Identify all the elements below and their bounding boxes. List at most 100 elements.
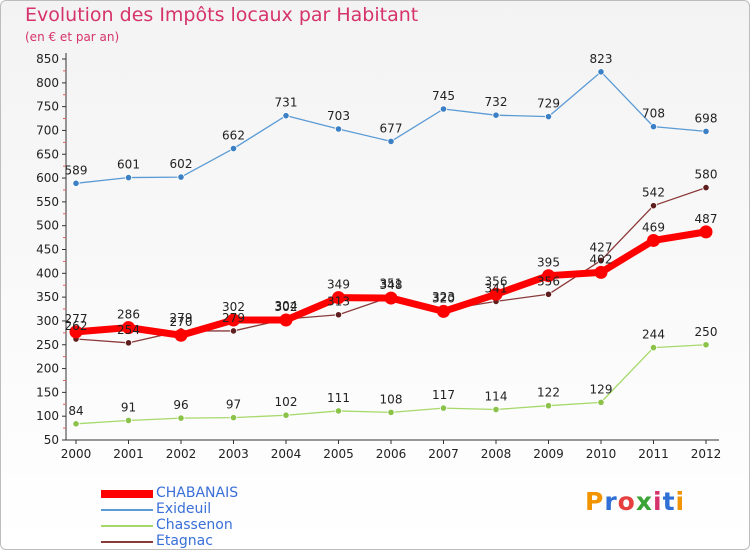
data-label: 745 xyxy=(432,89,455,103)
data-point xyxy=(229,327,238,335)
legend-swatch xyxy=(101,525,153,527)
data-label: 487 xyxy=(695,212,718,226)
data-point xyxy=(229,144,238,153)
y-tick-label: 350 xyxy=(36,290,59,304)
x-tick-label: 2005 xyxy=(323,447,354,461)
data-label: 323 xyxy=(432,290,455,304)
data-point xyxy=(597,256,605,265)
y-tick-label: 600 xyxy=(36,171,59,185)
data-point xyxy=(489,287,503,301)
legend-swatch xyxy=(101,490,153,498)
data-point xyxy=(647,233,660,247)
data-point xyxy=(544,290,553,298)
data-label: 277 xyxy=(65,312,88,326)
data-point xyxy=(594,265,608,279)
y-tick-label: 850 xyxy=(36,52,59,66)
legend-label: Chassenon xyxy=(156,517,233,533)
data-point xyxy=(492,111,500,119)
data-label: 356 xyxy=(537,274,560,288)
y-tick-label: 800 xyxy=(36,76,59,90)
data-label: 708 xyxy=(642,107,665,121)
data-label: 313 xyxy=(327,295,350,309)
data-label: 96 xyxy=(173,398,188,412)
y-tick-label: 300 xyxy=(36,314,59,328)
data-point xyxy=(387,408,395,416)
y-tick-label: 500 xyxy=(36,219,59,233)
legend-label: Etagnac xyxy=(156,533,213,549)
data-label: 356 xyxy=(485,274,508,288)
y-tick-label: 700 xyxy=(36,123,59,137)
data-label: 270 xyxy=(170,315,193,329)
y-tick-label: 250 xyxy=(36,338,59,352)
legend-label: CHABANAIS xyxy=(156,485,239,501)
data-label: 102 xyxy=(275,395,298,409)
data-label: 304 xyxy=(275,299,298,313)
data-point xyxy=(72,420,80,428)
x-tick-label: 2010 xyxy=(586,447,617,461)
data-point xyxy=(384,291,398,305)
data-point xyxy=(387,137,395,145)
data-point xyxy=(334,125,343,133)
y-tick-label: 50 xyxy=(44,433,59,447)
legend-swatch xyxy=(101,509,153,511)
data-label: 732 xyxy=(485,95,508,109)
data-point xyxy=(72,179,80,187)
data-point xyxy=(649,123,658,131)
data-point xyxy=(124,339,133,347)
data-label: 122 xyxy=(537,386,560,400)
data-point xyxy=(174,328,188,342)
legend-label: Exideuil xyxy=(156,501,212,517)
data-point xyxy=(542,269,555,283)
data-label: 279 xyxy=(170,311,193,325)
chart-title: Evolution des Impôts locaux par Habitant xyxy=(25,4,419,26)
x-tick-label: 2002 xyxy=(166,447,197,461)
data-label: 349 xyxy=(327,278,350,292)
data-point xyxy=(649,344,658,352)
x-tick-label: 2007 xyxy=(428,447,459,461)
data-label: 589 xyxy=(65,163,88,177)
data-label: 254 xyxy=(117,323,140,337)
data-label: 731 xyxy=(275,96,298,110)
data-label: 250 xyxy=(695,325,718,339)
data-label: 279 xyxy=(222,311,245,325)
data-point xyxy=(649,202,658,210)
x-tick-label: 2003 xyxy=(218,447,249,461)
data-point xyxy=(124,173,133,182)
x-tick-label: 2012 xyxy=(691,447,722,461)
data-label: 302 xyxy=(275,300,298,314)
data-point xyxy=(177,173,185,181)
data-point xyxy=(279,313,293,327)
data-point xyxy=(492,405,500,414)
x-tick-label: 2000 xyxy=(61,447,92,461)
data-label: 677 xyxy=(380,121,403,135)
data-label: 114 xyxy=(485,390,508,404)
data-point xyxy=(699,225,713,239)
y-tick-label: 550 xyxy=(36,195,59,209)
data-label: 662 xyxy=(222,129,245,143)
data-label: 469 xyxy=(642,220,665,234)
data-point xyxy=(437,304,450,318)
y-tick-label: 650 xyxy=(36,147,59,161)
x-tick-label: 2008 xyxy=(481,447,512,461)
data-label: 348 xyxy=(380,278,403,292)
data-point xyxy=(439,105,448,113)
y-tick-label: 400 xyxy=(36,266,59,280)
proxiti-logo: Proxiti xyxy=(585,487,685,516)
x-tick-label: 2006 xyxy=(376,447,407,461)
x-tick-label: 2004 xyxy=(271,447,302,461)
data-label: 580 xyxy=(695,168,718,182)
data-point xyxy=(122,321,135,335)
data-label: 823 xyxy=(590,52,613,66)
data-label: 341 xyxy=(485,281,508,295)
logo-letter: i xyxy=(653,487,663,516)
data-label: 602 xyxy=(170,157,193,171)
x-tick-label: 2001 xyxy=(113,447,144,461)
x-tick-label: 2011 xyxy=(638,447,669,461)
data-point xyxy=(334,311,343,319)
logo-letter: i xyxy=(675,487,686,516)
data-label: 302 xyxy=(222,300,245,314)
data-point xyxy=(177,414,185,422)
logo-letter: o xyxy=(617,487,636,516)
data-point xyxy=(544,402,553,410)
